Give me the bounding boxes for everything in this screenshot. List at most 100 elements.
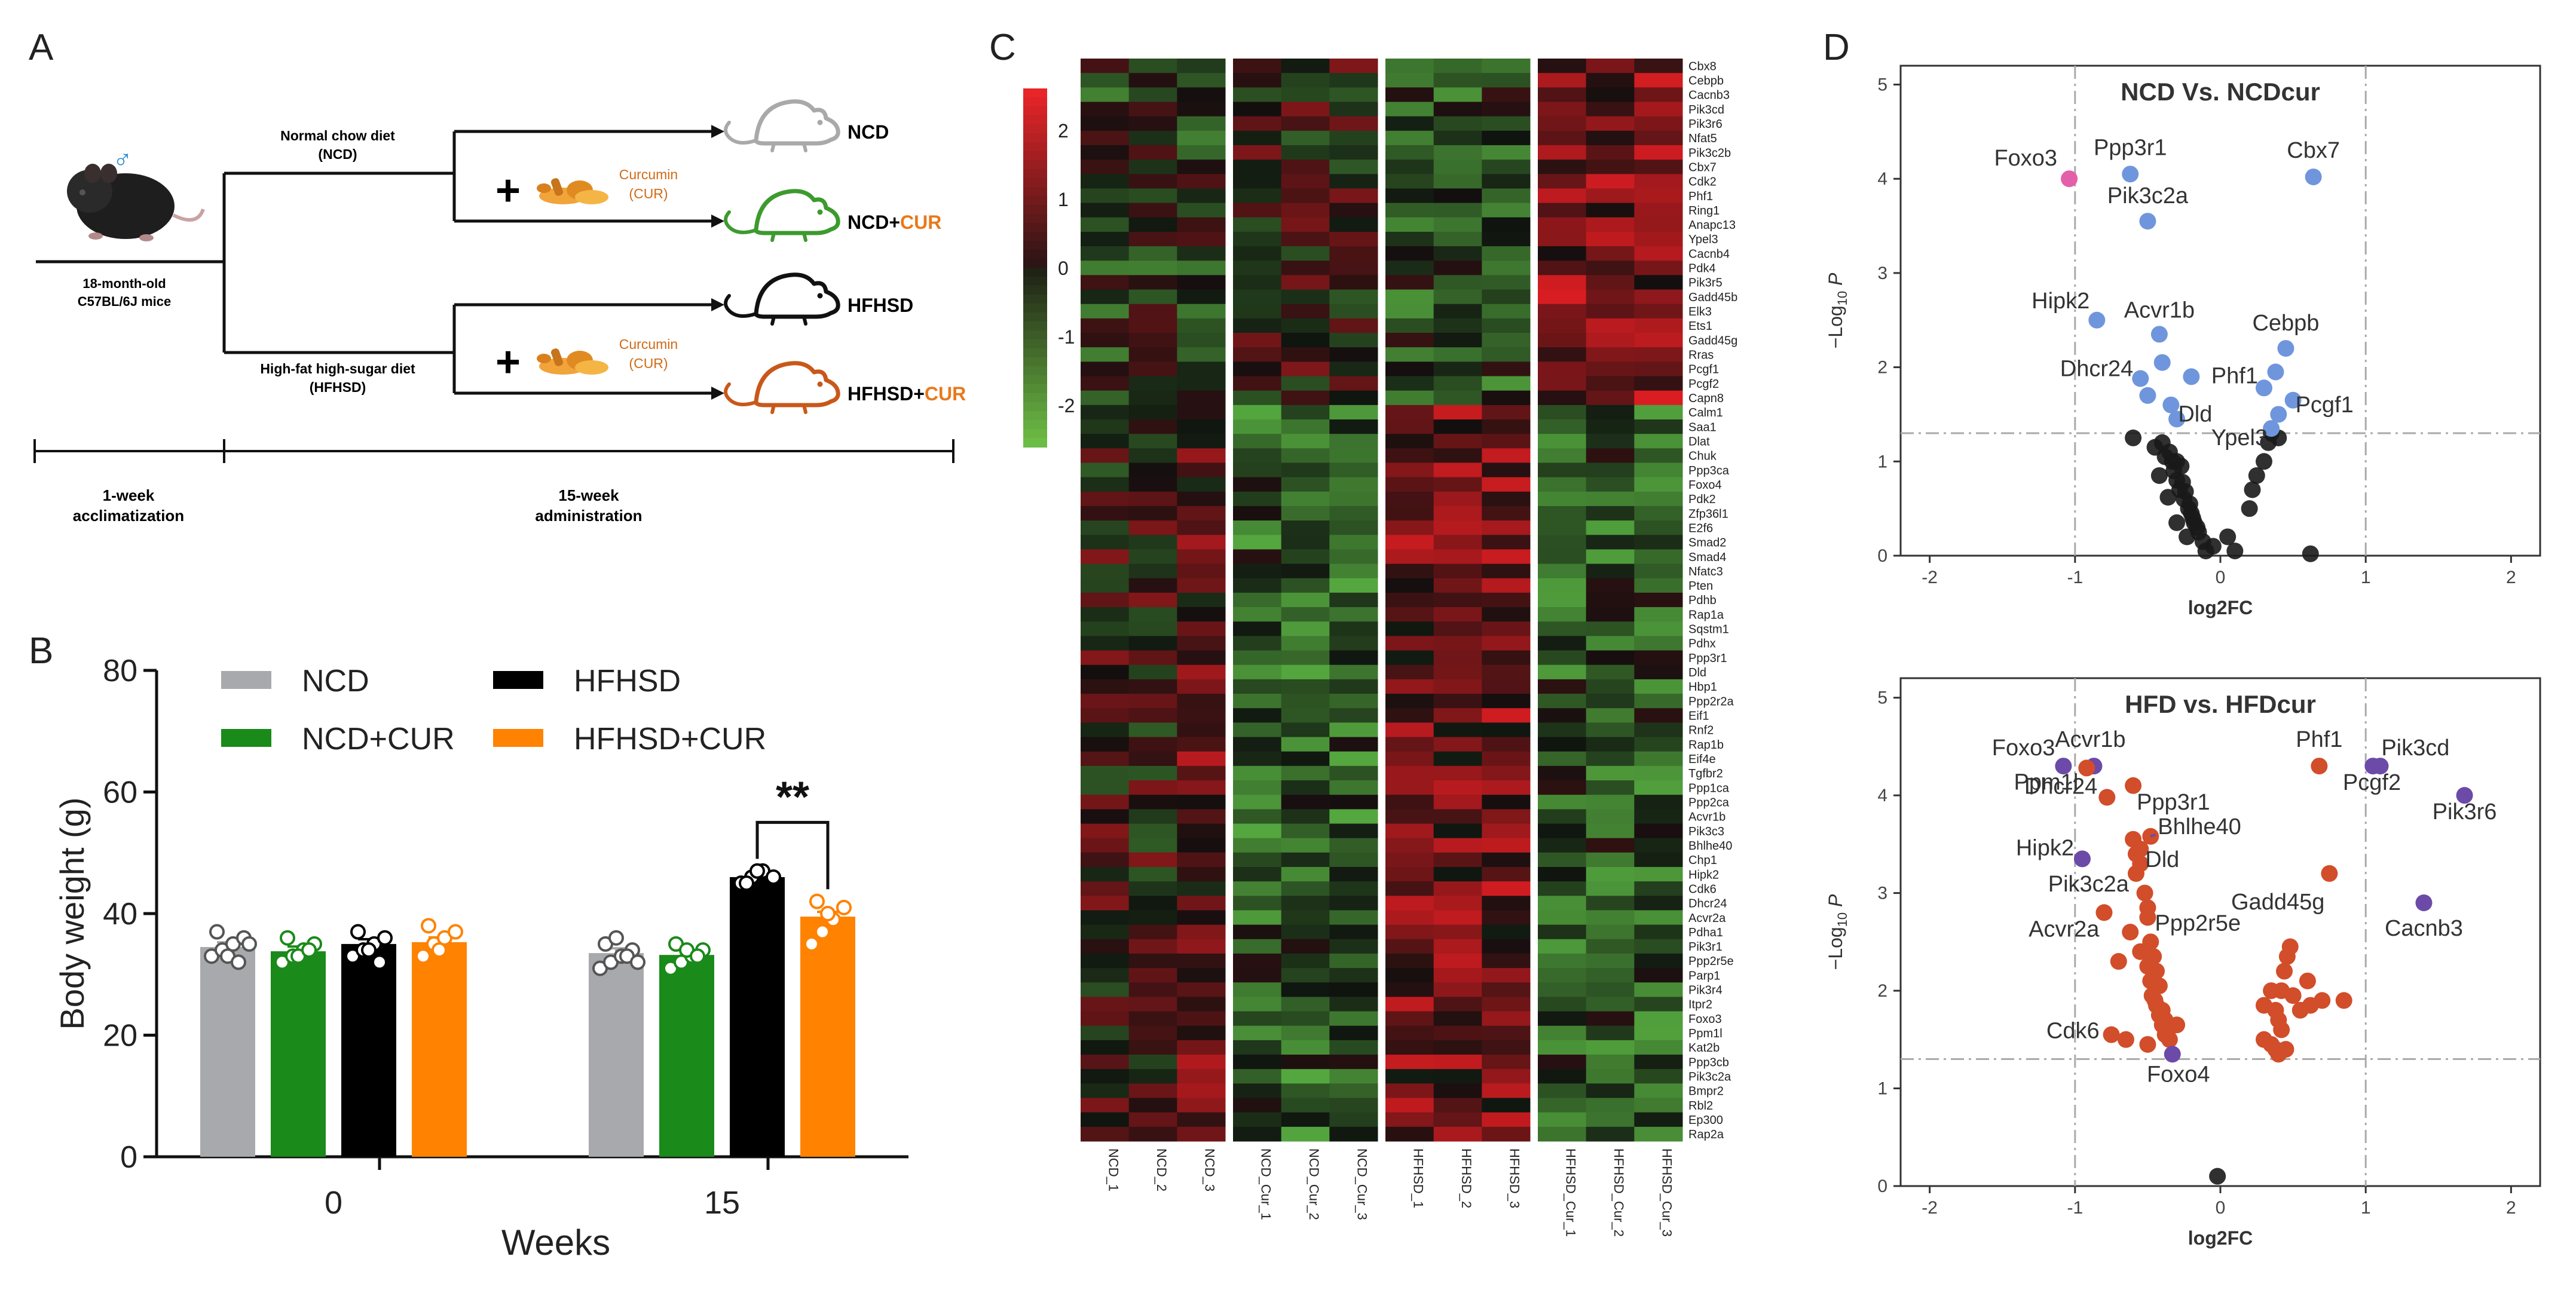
heatmap-cell	[1634, 650, 1683, 666]
data-point	[2267, 363, 2284, 381]
y-axis-label: −Log10 P	[1825, 894, 1850, 970]
heatmap-cell	[1081, 145, 1130, 160]
heatmap-cell	[1586, 145, 1635, 160]
heatmap-cell	[1281, 390, 1330, 406]
x-tick-label: 0	[2216, 568, 2226, 587]
x-tick-label: -1	[2067, 1198, 2083, 1218]
x-axis-label: Weeks	[501, 1222, 610, 1263]
gene-label: Pik3cd	[1688, 103, 1724, 117]
heatmap-cell	[1385, 491, 1434, 507]
gene-label: Pik3r5	[1688, 277, 1723, 290]
y-tick-label: 80	[103, 654, 137, 688]
heatmap-cell	[1538, 578, 1587, 593]
heatmap-cell	[1081, 434, 1130, 449]
gene-label: Ets1	[1688, 320, 1712, 333]
heatmap-cell	[1433, 102, 1482, 117]
plot-title: HFD vs. HFDcur	[2125, 690, 2316, 718]
heatmap-cell	[1128, 1025, 1177, 1041]
heatmap-cell	[1128, 1098, 1177, 1113]
heatmap-cell	[1329, 304, 1378, 319]
heatmap-cell	[1081, 160, 1130, 174]
heatmap-cell	[1177, 376, 1226, 391]
heatmap-cell	[1233, 997, 1282, 1012]
data-point	[809, 893, 825, 909]
heatmap-cell	[1586, 982, 1635, 997]
heatmap-cell	[1281, 708, 1330, 723]
heatmap-cell	[1177, 275, 1226, 290]
heatmap-cell	[1329, 102, 1378, 117]
heatmap-cell	[1634, 896, 1683, 911]
heatmap-cell	[1634, 636, 1683, 651]
timeline-right-line1: 15-week	[558, 486, 619, 504]
heatmap-cell	[1586, 505, 1635, 521]
heatmap-cell	[1329, 563, 1378, 579]
heatmap-cell	[1586, 866, 1635, 882]
heatmap-cell	[1177, 592, 1226, 608]
heatmap-cell	[1634, 246, 1683, 261]
plot-title: NCD Vs. NCDcur	[2121, 78, 2320, 106]
data-point	[377, 930, 393, 946]
heatmap-cell	[1482, 188, 1531, 204]
heatmap-cell	[1482, 87, 1531, 102]
data-point	[2241, 500, 2258, 517]
heatmap-cell	[1433, 953, 1482, 969]
heatmap-cell	[1081, 188, 1130, 204]
heatmap-cell	[1081, 59, 1130, 73]
heatmap-cell	[1385, 59, 1434, 73]
heatmap-cell	[1385, 621, 1434, 636]
heatmap-cell	[1482, 924, 1531, 940]
heatmap-cell	[1433, 607, 1482, 622]
heatmap-cell	[1385, 809, 1434, 824]
heatmap-cell	[1385, 751, 1434, 767]
heatmap-cell	[1538, 491, 1587, 507]
significance-mark: **	[776, 773, 809, 821]
heatmap-cell	[1538, 896, 1587, 911]
heatmap-cell	[1281, 318, 1330, 333]
heatmap-cell	[1433, 73, 1482, 88]
heatmap-cell	[1385, 116, 1434, 131]
heatmap-cell	[1634, 188, 1683, 204]
heatmap-cell	[1433, 751, 1482, 767]
heatmap-cell	[1329, 361, 1378, 377]
gene-label: Sqstm1	[1688, 623, 1729, 636]
heatmap-cell	[1538, 419, 1587, 434]
heatmap-cell	[1233, 866, 1282, 882]
panel-b-letter: B	[29, 630, 53, 672]
data-point-ppp2r5e	[2139, 909, 2156, 926]
heatmap-cell	[1233, 535, 1282, 550]
heatmap-cell	[1177, 1098, 1226, 1113]
heatmap-cell	[1538, 939, 1587, 954]
data-point	[2153, 354, 2171, 371]
colorbar-segment	[1023, 402, 1047, 412]
heatmap-cell	[1634, 694, 1683, 709]
heatmap-cell	[1281, 953, 1330, 969]
data-point	[2168, 1016, 2186, 1034]
heatmap-cell	[1177, 607, 1226, 622]
heatmap-cell	[1233, 73, 1282, 88]
heatmap-cell	[1329, 73, 1378, 88]
colorbar-segment	[1023, 88, 1047, 98]
gene-label: Phf1	[1688, 190, 1713, 203]
heatmap-cell	[1081, 751, 1130, 767]
heatmap-cell	[1586, 160, 1635, 174]
experiment-flow-lines	[36, 130, 714, 395]
heatmap-cell	[1177, 1025, 1226, 1041]
heatmap-cell	[1538, 737, 1587, 752]
heatmap-cell	[1385, 997, 1434, 1012]
gene-label: Pik3r4	[1688, 984, 1723, 997]
heatmap-cell	[1281, 664, 1330, 680]
y-tick-label: 1	[1877, 452, 1887, 471]
heatmap-cell	[1329, 462, 1378, 478]
y-tick-label: 0	[1877, 1176, 1887, 1196]
heatmap-cell	[1329, 751, 1378, 767]
heatmap-cell	[1634, 376, 1683, 391]
heatmap-cell	[1482, 1025, 1531, 1041]
heatmap-cell	[1634, 535, 1683, 550]
heatmap-cell	[1538, 1069, 1587, 1084]
heatmap-cell	[1385, 607, 1434, 622]
heatmap-cell	[1385, 145, 1434, 160]
gene-label: Pdk2	[1688, 493, 1716, 506]
heatmap-cell	[1634, 765, 1683, 781]
heatmap-cell	[1634, 102, 1683, 117]
mouse-photo	[67, 164, 205, 241]
